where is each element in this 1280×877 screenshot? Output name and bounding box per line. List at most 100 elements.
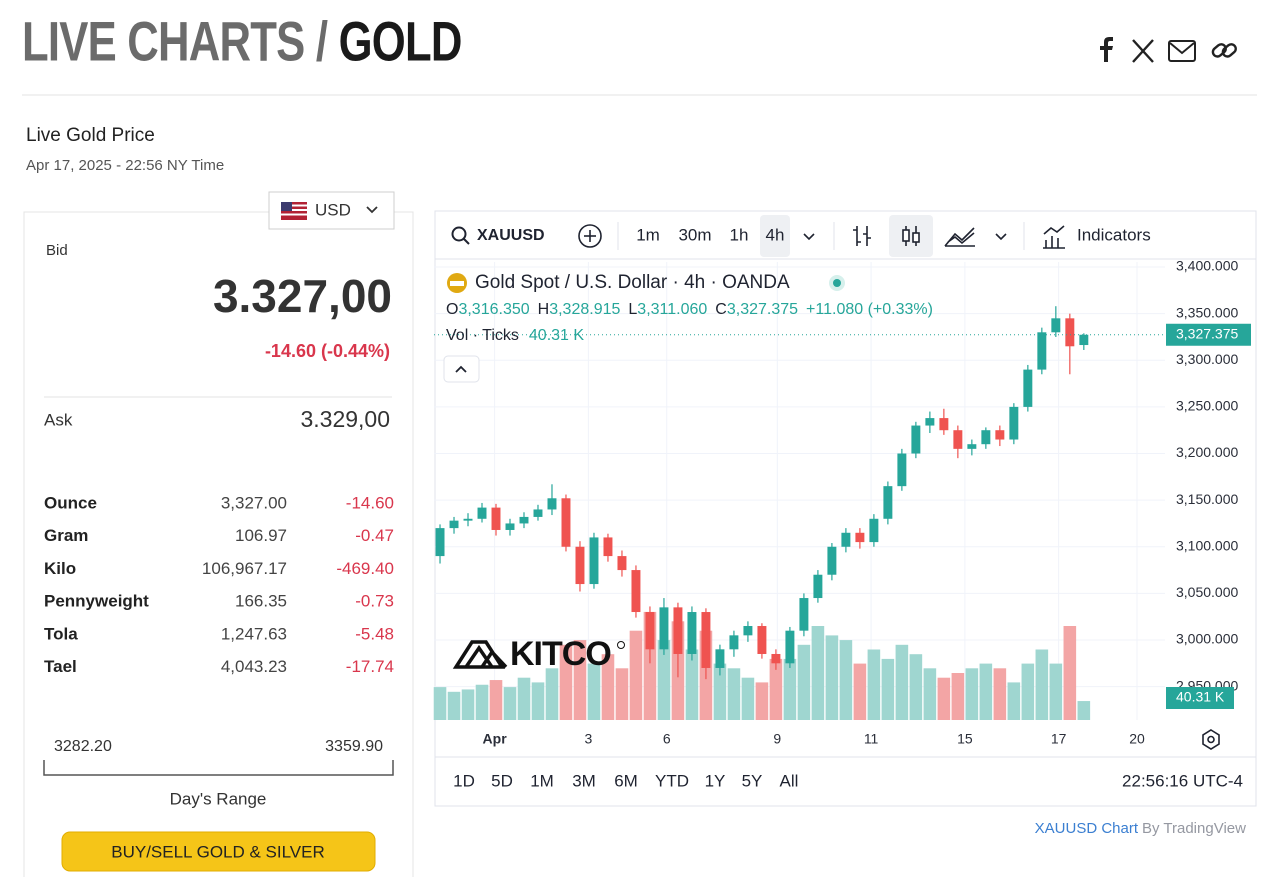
indicators-button[interactable]: Indicators (1043, 225, 1151, 249)
y-tick-label: 3,150.000 (1176, 491, 1238, 507)
interval[interactable]: 30m (678, 225, 711, 244)
candle-body (575, 546, 585, 585)
ask: 3.329,00 (300, 406, 390, 432)
volume-bar (657, 640, 671, 720)
interval-menu[interactable] (803, 233, 815, 241)
title-part: GOLD (339, 11, 462, 73)
area-style[interactable] (944, 227, 975, 247)
footer-link[interactable]: XAUUSD Chart (1035, 820, 1139, 837)
volume-title-text: Vol · Ticks (446, 327, 519, 344)
volume-bar (1035, 649, 1049, 720)
ohlc-key: H (538, 301, 550, 318)
y-tick-label: 3,200.000 (1176, 444, 1238, 460)
volume-bar (825, 635, 839, 720)
candle-body (491, 507, 501, 530)
candle-body (701, 612, 711, 668)
range-button[interactable]: All (780, 771, 799, 790)
candle-body (785, 630, 795, 664)
volume-bar (923, 668, 937, 720)
x-tick-label: 3 (584, 731, 592, 747)
share-link[interactable] (1211, 42, 1238, 58)
ohlc-value: 3,311.060 (637, 301, 707, 318)
price-panel (23, 211, 414, 877)
range-button[interactable]: 1M (530, 771, 554, 790)
candle-body (603, 537, 613, 557)
range-button[interactable]: 1Y (705, 771, 726, 790)
share-mail[interactable] (1168, 40, 1196, 62)
currency-select[interactable]: USD (268, 191, 395, 230)
x-tick-label: 15 (957, 731, 973, 747)
volume-title: Vol · Ticks 40.31 K (446, 327, 584, 344)
compare-button[interactable] (578, 224, 602, 248)
volume-bar (489, 680, 503, 720)
range-button[interactable]: 5D (491, 771, 513, 790)
volume-tag (1166, 687, 1234, 709)
style-menu[interactable] (995, 233, 1007, 241)
unit-name: Ounce (44, 493, 97, 512)
volume-bar (741, 677, 755, 720)
range-button[interactable]: YTD (655, 771, 689, 790)
share-x[interactable] (1132, 39, 1154, 63)
page-title: LIVE CHARTS / GOLD (22, 11, 462, 73)
unit-name: Gram (44, 526, 88, 545)
candle-body (911, 425, 921, 454)
interval[interactable]: 1h (730, 225, 749, 244)
panel-title: Live Gold Price (26, 125, 155, 146)
candle-body (771, 653, 781, 664)
volume-bar (475, 684, 489, 720)
watermark-text: KITCO (510, 635, 611, 673)
candle-body (939, 418, 949, 431)
unit-change: -0.73 (355, 592, 394, 611)
volume-bar (503, 687, 517, 720)
range-button[interactable]: 5Y (742, 771, 763, 790)
unit-price: 106,967.17 (202, 559, 287, 578)
x-tick-label: 20 (1129, 731, 1145, 747)
range-button[interactable]: 6M (614, 771, 638, 790)
range-button[interactable]: 3M (572, 771, 596, 790)
x-tick-label: 6 (663, 731, 671, 747)
candle-body (883, 486, 893, 519)
volume-bar (853, 663, 867, 720)
y-tick-label: 3,050.000 (1176, 584, 1238, 600)
candle-body (477, 507, 487, 519)
volume-bar (965, 668, 979, 720)
symbol: XAUUSD (477, 227, 545, 244)
volume-bar (1007, 682, 1021, 720)
buy-sell-button[interactable]: BUY/SELL GOLD & SILVER (61, 831, 376, 872)
unit-name: Pennyweight (44, 592, 149, 611)
active-interval-bg (760, 215, 790, 257)
volume-bar (839, 640, 853, 720)
unit-price: 4,043.23 (221, 657, 287, 676)
candle-style[interactable] (902, 226, 920, 246)
interval[interactable]: 4h (766, 225, 785, 244)
y-tick-label: 3,100.000 (1176, 537, 1238, 553)
active-style-bg (889, 215, 933, 257)
candle-body (757, 626, 767, 654)
bar-style[interactable] (853, 226, 871, 246)
share-facebook[interactable] (1100, 37, 1113, 62)
settings-button[interactable] (1202, 729, 1220, 750)
candle-body (799, 598, 809, 631)
candle-body (561, 498, 571, 547)
candle-body (687, 612, 697, 654)
interval[interactable]: 1m (636, 225, 660, 244)
candle-body (967, 444, 977, 449)
candle-body (463, 518, 473, 521)
candle-body (1051, 318, 1061, 333)
volume-bar (993, 668, 1007, 720)
candle-body (589, 537, 599, 585)
market-status-dot (833, 279, 841, 287)
volume-bar (447, 691, 461, 720)
range-button[interactable]: 1D (453, 771, 475, 790)
symbol-search[interactable]: XAUUSD (451, 226, 545, 245)
candle-body (631, 570, 641, 613)
candle-body (743, 626, 753, 636)
collapse-legend[interactable] (443, 355, 480, 383)
candle-body (1037, 332, 1047, 370)
ohlc-value: 3,327.375 (727, 301, 798, 318)
range-low: 3282.20 (54, 738, 112, 755)
unit-change: -17.74 (346, 657, 394, 676)
ohlc-key: O (446, 301, 458, 318)
candle-body (869, 518, 879, 543)
candle-body (435, 528, 445, 557)
